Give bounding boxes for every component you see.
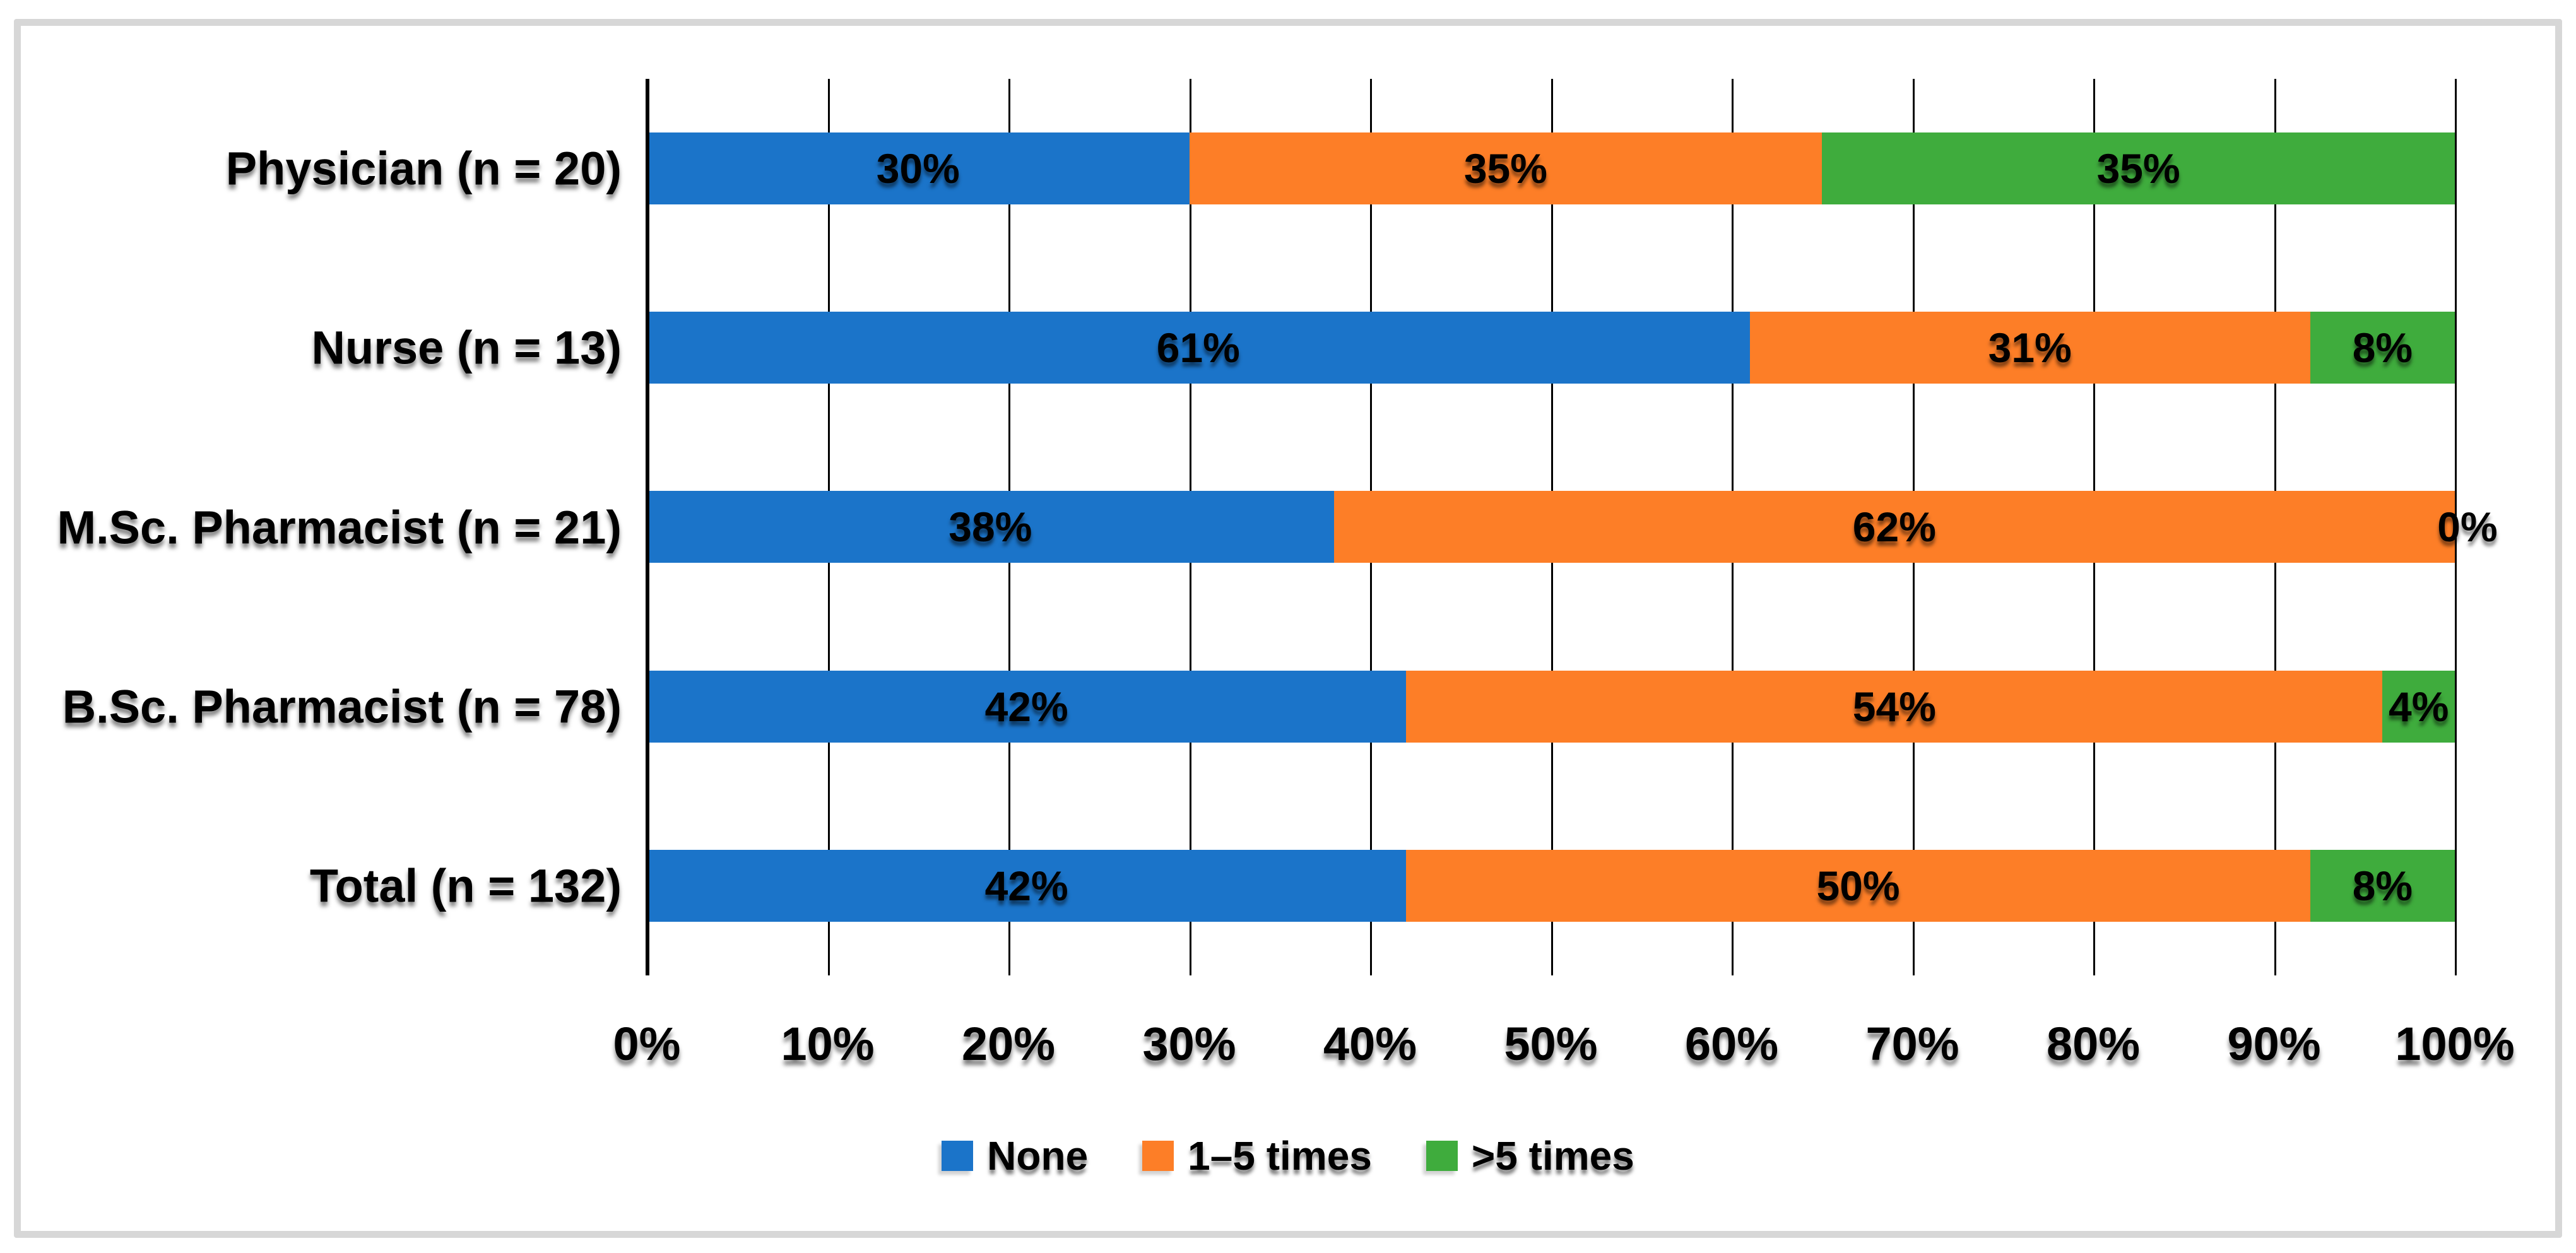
x-axis-tick-label: 60% (1684, 1018, 1779, 1070)
stacked-bar (647, 132, 2455, 204)
x-axis-tick-label: 80% (2046, 1018, 2141, 1070)
stacked-bar (647, 670, 2455, 743)
category-label: Nurse (n = 13) (311, 321, 622, 374)
bar-segment (647, 849, 1407, 922)
x-axis-tick-label: 0% (613, 1018, 681, 1070)
data-label: 4% (2388, 683, 2449, 730)
data-label: 62% (1852, 503, 1936, 551)
bar-segment (1822, 132, 2455, 204)
category-label: M.Sc. Pharmacist (n = 21) (57, 501, 622, 553)
bar-segment (1189, 132, 1823, 204)
gridline (2455, 79, 2457, 975)
stacked-bar (647, 312, 2455, 384)
x-axis-tick-label: 30% (1142, 1018, 1236, 1070)
category-label: B.Sc. Pharmacist (n = 78) (62, 680, 622, 733)
bar-row: 38% 62% 0% (647, 437, 2498, 616)
bar-row: 42% 50% 8% (647, 796, 2455, 975)
bar-segment (1749, 312, 2310, 384)
data-label: 61% (1156, 324, 1240, 372)
legend-item: None (942, 1132, 1088, 1179)
data-label: 35% (2096, 145, 2180, 192)
bar-segment (647, 670, 1407, 743)
legend-swatch-icon (1426, 1141, 1458, 1171)
bar-segment (2310, 849, 2455, 922)
data-label: 0% (2437, 503, 2498, 551)
data-label: 8% (2352, 324, 2413, 372)
data-label: 38% (948, 503, 1032, 551)
bar-segment (647, 132, 1190, 204)
x-axis-tick-label: 20% (961, 1018, 1056, 1070)
bar-segment (2310, 312, 2455, 384)
bar-segment (647, 491, 1334, 563)
legend-swatch-icon (942, 1141, 974, 1171)
data-label: 42% (984, 683, 1068, 730)
x-axis-tick-label: 50% (1504, 1018, 1598, 1070)
data-label: 42% (984, 862, 1068, 909)
data-label: 54% (1852, 683, 1936, 730)
legend-label: 1–5 times (1188, 1133, 1372, 1179)
bar-segment (2382, 670, 2455, 743)
legend-swatch-icon (1142, 1141, 1174, 1171)
bar-row: 30% 35% 35% (647, 79, 2455, 258)
data-label: 30% (876, 145, 960, 192)
x-axis-tick-label: 90% (2227, 1018, 2321, 1070)
x-axis-tick-label: 70% (1865, 1018, 1959, 1070)
stacked-bar (647, 491, 2455, 563)
bar-segment (1406, 849, 2310, 922)
x-axis-tick-label: 10% (781, 1018, 875, 1070)
bar-segment (1406, 670, 2383, 743)
bar-row: 61% 31% 8% (647, 258, 2455, 437)
legend-label: >5 times (1471, 1133, 1634, 1179)
bar-row: 42% 54% 4% (647, 617, 2455, 796)
category-label: Physician (n = 20) (225, 142, 622, 195)
data-label: 31% (1988, 324, 2072, 372)
x-axis-tick-label: 100% (2395, 1018, 2515, 1070)
legend-item: 1–5 times (1142, 1132, 1372, 1179)
bar-segment (1333, 491, 2455, 563)
chart-border-frame (14, 19, 2562, 1238)
bar-segment (647, 312, 1750, 384)
legend-label: None (987, 1133, 1089, 1179)
data-label: 8% (2352, 862, 2413, 909)
value-axis-line (646, 79, 649, 975)
legend: None 1–5 times >5 times (0, 1132, 2576, 1179)
legend-item: >5 times (1426, 1132, 1634, 1179)
data-label: 50% (1816, 862, 1900, 909)
data-label: 35% (1463, 145, 1547, 192)
plot-area: 30% 35% 35% 61% 31% 8% 38% 62% 0% 42% 54% 4% 42% 50% 8… (646, 79, 2498, 975)
category-label: Total (n = 132) (309, 859, 622, 912)
stacked-bar (647, 849, 2455, 922)
x-axis-tick-label: 40% (1323, 1018, 1417, 1070)
